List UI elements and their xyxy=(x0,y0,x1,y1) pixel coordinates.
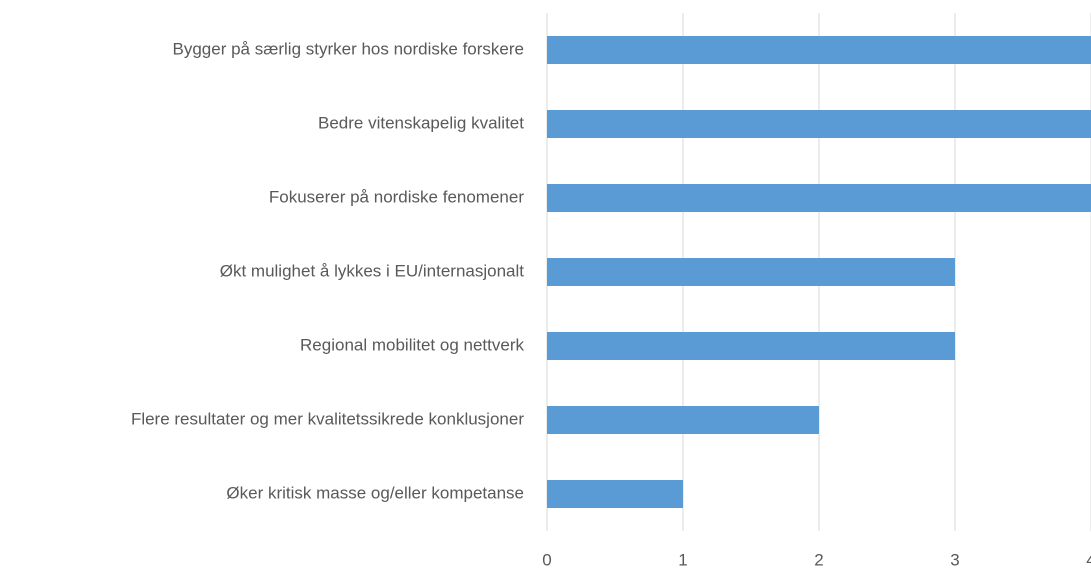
bar xyxy=(547,332,955,360)
y-tick-label: Øker kritisk masse og/eller kompetanse xyxy=(226,483,524,502)
x-tick-label: 4 xyxy=(1086,550,1091,569)
bar xyxy=(547,258,955,286)
bar xyxy=(547,406,819,434)
y-tick-label: Økt mulighet å lykkes i EU/internasjonal… xyxy=(220,261,525,280)
x-tick-label: 3 xyxy=(950,550,959,569)
bar xyxy=(547,36,1091,64)
x-tick-label: 0 xyxy=(542,550,551,569)
x-tick-label: 1 xyxy=(678,550,687,569)
y-tick-label: Fokuserer på nordiske fenomener xyxy=(269,187,524,206)
bar xyxy=(547,184,1091,212)
bar xyxy=(547,110,1091,138)
bar xyxy=(547,480,683,508)
y-tick-label: Flere resultater og mer kvalitetssikrede… xyxy=(131,409,524,428)
y-tick-label: Bygger på særlig styrker hos nordiske fo… xyxy=(173,39,524,58)
x-tick-label: 2 xyxy=(814,550,823,569)
y-tick-label: Bedre vitenskapelig kvalitet xyxy=(318,113,524,132)
y-tick-label: Regional mobilitet og nettverk xyxy=(300,335,524,354)
